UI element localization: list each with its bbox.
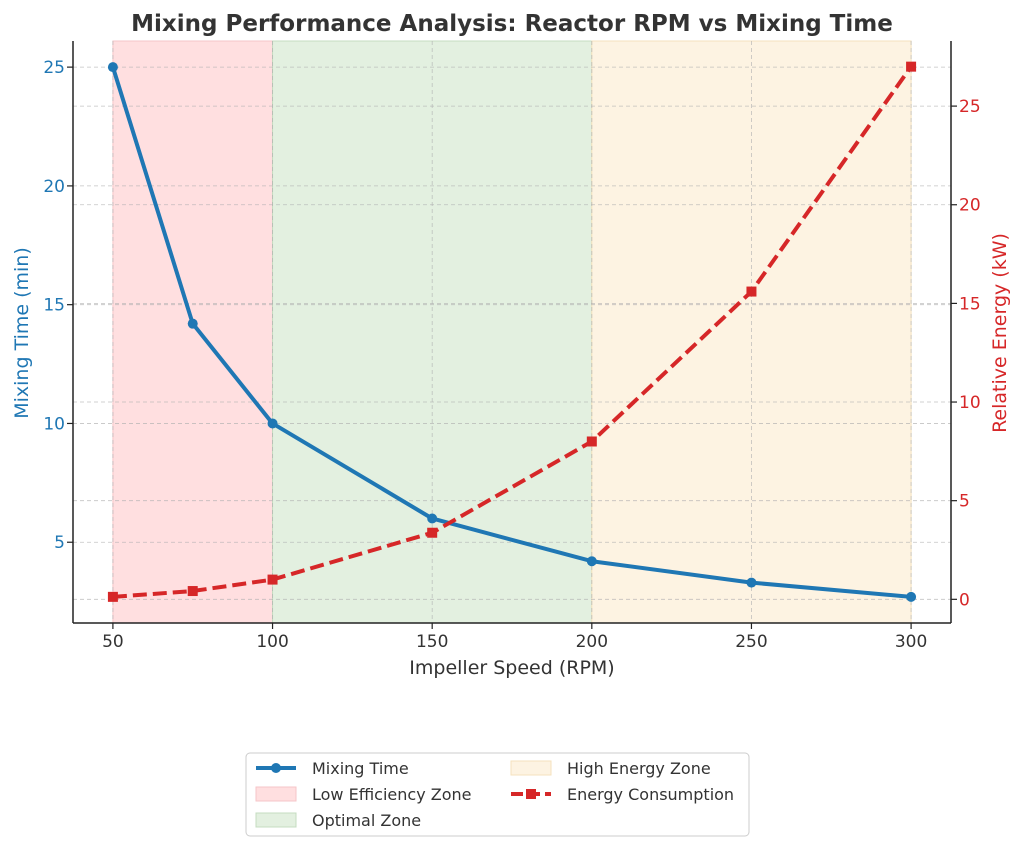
- legend-label-optimal-zone: Optimal Zone: [312, 811, 421, 830]
- legend-swatch-optimal-zone: [255, 812, 297, 828]
- data-point-mixing-time: [586, 556, 597, 567]
- x-tick-label: 250: [735, 632, 767, 652]
- y-left-tick-label: 10: [43, 414, 65, 434]
- x-axis-label: Impeller Speed (RPM): [409, 657, 614, 679]
- y-right-tick-label: 25: [959, 97, 981, 117]
- data-point-mixing-time: [187, 318, 198, 329]
- y-right-tick-label: 5: [959, 492, 970, 512]
- data-point-energy-consumption: [187, 586, 198, 597]
- data-point-energy-consumption: [586, 436, 597, 447]
- chart-title: Mixing Performance Analysis: Reactor RPM…: [131, 11, 893, 37]
- legend-swatch-high-energy-zone: [510, 760, 552, 776]
- x-tick-label: 300: [895, 632, 927, 652]
- y-right-tick-label: 20: [959, 196, 981, 216]
- x-tick-label: 150: [416, 632, 448, 652]
- y-axis-left-label: Mixing Time (min): [11, 247, 33, 419]
- data-point-energy-consumption: [267, 574, 278, 585]
- legend-label-mixing-time: Mixing Time: [312, 759, 409, 778]
- data-point-mixing-time: [107, 62, 118, 73]
- zone-low-efficiency-zone: [112, 40, 274, 624]
- legend-label-high-energy-zone: High Energy Zone: [567, 759, 711, 778]
- y-right-tick-label: 0: [959, 590, 970, 610]
- y-left-tick-label: 5: [54, 533, 65, 553]
- legend: Mixing Time Low Efficiency Zone Optimal Zo…: [245, 752, 750, 837]
- data-point-energy-consumption: [427, 527, 438, 538]
- data-point-energy-consumption: [107, 591, 118, 602]
- data-point-mixing-time: [746, 577, 757, 588]
- data-point-energy-consumption: [906, 61, 917, 72]
- y-left-tick-label: 25: [43, 58, 65, 78]
- x-tick-label: 100: [256, 632, 288, 652]
- data-point-mixing-time: [906, 591, 917, 602]
- legend-marker-energy-consumption: [526, 789, 536, 799]
- legend-marker-mixing-time: [271, 763, 281, 773]
- y-right-tick-label: 15: [959, 294, 981, 314]
- y-left-tick-label: 20: [43, 177, 65, 197]
- legend-label-low-efficiency-zone: Low Efficiency Zone: [312, 785, 471, 804]
- data-point-mixing-time: [267, 418, 278, 429]
- x-tick-label: 50: [102, 632, 124, 652]
- legend-label-energy-consumption: Energy Consumption: [567, 785, 734, 804]
- y-right-tick-label: 10: [959, 393, 981, 413]
- y-left-tick-label: 15: [43, 296, 65, 316]
- data-point-energy-consumption: [746, 286, 757, 297]
- x-tick-label: 200: [576, 632, 608, 652]
- y-axis-right-label: Relative Energy (kW): [989, 233, 1011, 433]
- legend-box: [245, 752, 750, 837]
- data-point-mixing-time: [427, 513, 438, 524]
- legend-swatch-low-efficiency-zone: [255, 786, 297, 802]
